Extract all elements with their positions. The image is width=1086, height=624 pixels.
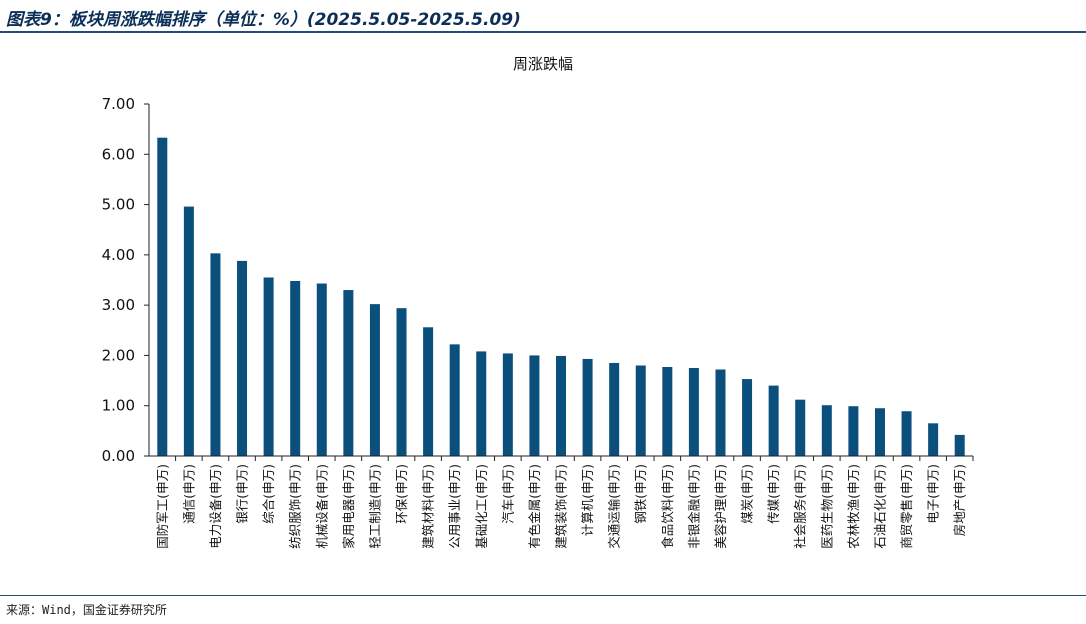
bar: [742, 379, 753, 456]
y-tick-label: 0.00: [102, 447, 135, 465]
x-tick-label: 机械设备(申万): [314, 464, 329, 549]
x-tick-label: 电子(申万): [926, 464, 941, 524]
x-tick-label: 美容护理(申万): [713, 464, 728, 549]
bar: [901, 411, 912, 456]
bar: [369, 304, 380, 456]
x-tick-label: 通信(申万): [181, 464, 196, 524]
bar: [848, 406, 859, 456]
x-tick-label: 基础化工(申万): [474, 464, 489, 549]
chart-title: 周涨跌幅: [513, 55, 573, 73]
x-tick-label: 交通运输(申万): [607, 464, 622, 549]
x-tick-label: 房地产(申万): [952, 464, 967, 536]
x-tick-label: 轻工制造(申万): [367, 464, 382, 549]
bar-chart: 周涨跌幅 0.00 1.00 2.00 3.00 4.00 5.00 6.00 7.00 国防…: [102, 55, 974, 549]
source-note: 来源：Wind，国金证券研究所: [6, 603, 167, 617]
bar: [423, 327, 434, 456]
x-tick-label: 综合(申万): [261, 464, 276, 524]
bar: [635, 365, 646, 456]
x-tick-label: 银行(申万): [235, 464, 250, 524]
bar: [529, 355, 540, 456]
x-tick-label: 医药生物(申万): [819, 464, 834, 549]
bar: [556, 355, 566, 456]
y-tick-label: 7.00: [102, 95, 135, 113]
bar: [502, 353, 513, 456]
y-tick-label: 3.00: [102, 296, 135, 314]
bar: [609, 362, 620, 456]
bar: [316, 283, 327, 456]
bar: [821, 405, 832, 456]
x-tick-label: 电力设备(申万): [208, 464, 223, 549]
bar: [237, 260, 248, 456]
bar: [157, 137, 168, 457]
bar: [183, 206, 194, 456]
bar: [662, 366, 673, 456]
bar: [263, 277, 274, 456]
x-tick-label: 农林牧渔(申万): [846, 464, 861, 549]
y-tick-label: 6.00: [102, 145, 135, 163]
bar: [928, 423, 939, 456]
x-tick-label: 国防军工(申万): [155, 464, 170, 549]
x-tick-label: 钢铁(申万): [633, 464, 648, 524]
x-tick-label: 社会服务(申万): [793, 464, 808, 549]
x-tick-label: 计算机(申万): [580, 464, 595, 536]
x-tick-label: 石油石化(申万): [872, 464, 887, 549]
bar: [795, 399, 806, 456]
bars: [157, 137, 965, 457]
bar: [396, 308, 407, 456]
x-tick-label: 建筑装饰(申万): [554, 464, 569, 549]
x-tick-label: 建筑材料(申万): [421, 464, 436, 549]
bar: [476, 351, 487, 456]
y-tick-label: 2.00: [102, 346, 135, 364]
x-tick-label: 商贸零售(申万): [899, 464, 914, 549]
y-axis: 0.00 1.00 2.00 3.00 4.00 5.00 6.00 7.00: [102, 95, 150, 465]
x-tick-label: 煤炭(申万): [740, 464, 755, 524]
x-tick-label: 环保(申万): [394, 464, 409, 524]
y-tick-label: 1.00: [102, 397, 135, 415]
figure-title: 图表9：板块周涨跌幅排序（单位：%）(2025.5.05-2025.5.09): [6, 10, 521, 30]
footer-divider: [0, 595, 1086, 596]
x-tick-label: 公用事业(申万): [447, 464, 462, 549]
x-tick-label: 非银金融(申万): [686, 464, 701, 549]
bar: [954, 434, 965, 456]
bar: [210, 253, 221, 456]
bar: [688, 368, 699, 456]
bar: [768, 385, 779, 456]
title-divider: [0, 31, 1086, 33]
bar: [449, 344, 460, 456]
x-tick-label: 家用电器(申万): [341, 464, 356, 549]
x-tick-label: 传媒(申万): [766, 464, 781, 524]
bar: [290, 281, 301, 456]
x-tick-label: 有色金属(申万): [527, 464, 542, 549]
bar: [582, 358, 593, 456]
x-tick-label: 食品饮料(申万): [660, 464, 675, 549]
y-tick-label: 4.00: [102, 246, 135, 264]
bar: [715, 369, 726, 456]
x-tick-label: 汽车(申万): [500, 464, 515, 524]
x-axis: 国防军工(申万) 通信(申万) 电力设备(申万) 银行(申万) 综合(申万) 纺织服饰(申…: [149, 455, 974, 549]
x-tick-label: 纺织服饰(申万): [288, 464, 303, 549]
y-tick-label: 5.00: [102, 196, 135, 214]
bar: [343, 290, 354, 456]
bar: [874, 408, 885, 456]
